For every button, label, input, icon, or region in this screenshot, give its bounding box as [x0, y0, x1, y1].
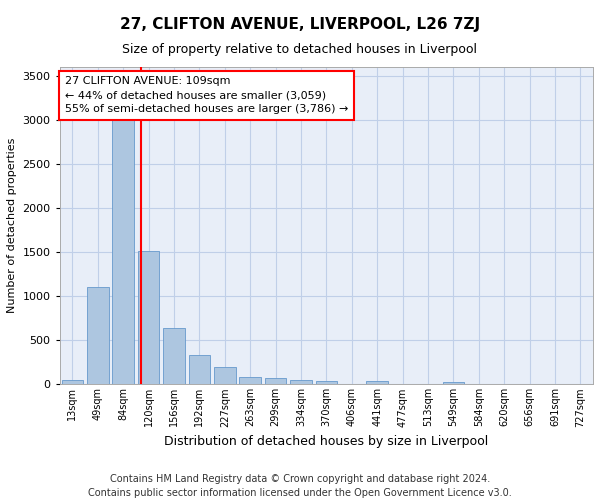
- Bar: [138, 252, 160, 384]
- Bar: [163, 328, 185, 384]
- Y-axis label: Number of detached properties: Number of detached properties: [7, 138, 17, 314]
- X-axis label: Distribution of detached houses by size in Liverpool: Distribution of detached houses by size …: [164, 435, 488, 448]
- Text: 27, CLIFTON AVENUE, LIVERPOOL, L26 7ZJ: 27, CLIFTON AVENUE, LIVERPOOL, L26 7ZJ: [120, 18, 480, 32]
- Bar: [316, 381, 337, 384]
- Bar: [112, 116, 134, 384]
- Bar: [62, 380, 83, 384]
- Bar: [87, 288, 109, 384]
- Bar: [443, 382, 464, 384]
- Bar: [367, 382, 388, 384]
- Bar: [290, 380, 312, 384]
- Bar: [214, 367, 236, 384]
- Text: Size of property relative to detached houses in Liverpool: Size of property relative to detached ho…: [122, 42, 478, 56]
- Bar: [239, 377, 261, 384]
- Text: Contains HM Land Registry data © Crown copyright and database right 2024.
Contai: Contains HM Land Registry data © Crown c…: [88, 474, 512, 498]
- Bar: [265, 378, 286, 384]
- Bar: [188, 356, 210, 384]
- Text: 27 CLIFTON AVENUE: 109sqm
← 44% of detached houses are smaller (3,059)
55% of se: 27 CLIFTON AVENUE: 109sqm ← 44% of detac…: [65, 76, 349, 114]
